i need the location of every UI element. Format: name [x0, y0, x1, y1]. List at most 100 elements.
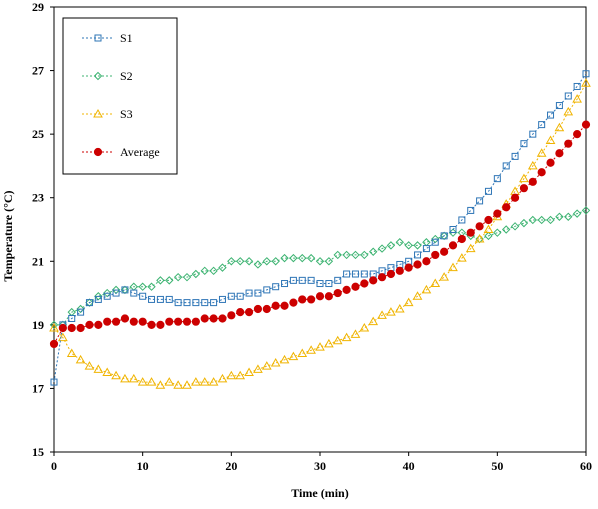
legend-marker-s3	[93, 108, 103, 118]
data-point-s2	[200, 266, 209, 276]
data-point-s2	[581, 206, 591, 215]
data-point-s1	[316, 280, 324, 288]
data-point-s1	[103, 292, 111, 300]
data-point-s3	[297, 348, 308, 357]
data-point-s1	[351, 270, 359, 278]
data-point-s2	[360, 250, 369, 260]
y-tick-label: 25	[32, 127, 44, 141]
data-point-average	[386, 269, 396, 279]
y-axis: 15 17 19 21 23 25 27 29	[32, 0, 54, 459]
data-point-s1	[50, 378, 58, 386]
data-point-average	[351, 282, 360, 291]
data-point-s3	[430, 278, 441, 288]
data-point-s2	[351, 250, 360, 260]
x-axis-title: Time (min)	[291, 486, 348, 500]
x-tick-label: 40	[403, 459, 415, 473]
data-point-s2	[298, 253, 307, 263]
legend-label: S1	[120, 31, 133, 45]
data-point-s1	[360, 270, 368, 278]
x-tick-label: 20	[225, 459, 237, 473]
data-point-s2	[209, 266, 218, 276]
data-point-average	[457, 234, 466, 244]
data-point-s2	[182, 272, 192, 282]
data-point-s2	[413, 241, 422, 250]
data-point-s3	[199, 377, 210, 386]
data-point-s2	[333, 250, 342, 260]
data-point-average	[298, 295, 307, 304]
data-point-average	[67, 323, 76, 333]
y-tick-label: 15	[32, 445, 44, 459]
data-point-s2	[377, 244, 387, 253]
data-point-s1	[77, 308, 85, 316]
data-point-average	[440, 247, 449, 256]
data-point-average	[85, 320, 94, 329]
data-point-s2	[76, 304, 85, 314]
data-point-average	[253, 304, 263, 314]
data-point-s2	[165, 276, 174, 285]
data-point-s2	[404, 241, 413, 250]
data-point-s2	[138, 282, 147, 291]
data-point-s1	[192, 299, 200, 307]
data-point-s3	[332, 335, 343, 345]
series-line-s2	[54, 209, 587, 326]
data-point-s3	[341, 332, 352, 342]
data-point-average	[58, 323, 67, 333]
data-point-s1	[165, 295, 173, 303]
data-point-s2	[271, 257, 280, 266]
data-point-s1	[174, 299, 182, 307]
data-point-s3	[581, 78, 591, 87]
data-point-s1	[148, 295, 156, 303]
data-point-s2	[546, 215, 555, 225]
data-point-s3	[483, 224, 494, 233]
data-point-s3	[306, 345, 316, 354]
data-point-average	[360, 279, 369, 288]
y-tick-label: 27	[32, 64, 44, 78]
data-point-s3	[439, 272, 449, 281]
data-point-average	[76, 323, 85, 333]
data-point-s1	[325, 280, 333, 288]
data-point-s1	[555, 102, 563, 110]
data-point-s1	[538, 121, 546, 129]
data-point-s1	[272, 283, 280, 291]
data-point-s1	[245, 289, 253, 297]
data-point-s1	[414, 251, 422, 259]
data-point-s2	[395, 238, 405, 247]
data-point-average	[174, 317, 183, 326]
data-point-average	[546, 158, 555, 167]
data-point-s1	[85, 299, 93, 307]
y-tick-label: 19	[32, 318, 44, 332]
data-point-average	[138, 317, 147, 326]
data-point-average	[218, 314, 227, 323]
data-point-average	[502, 203, 511, 212]
data-point-average	[307, 295, 316, 304]
data-point-s2	[537, 215, 546, 225]
data-point-s1	[210, 299, 218, 307]
data-point-s2	[102, 288, 112, 298]
data-point-average	[236, 308, 245, 317]
data-point-average	[129, 317, 138, 326]
data-point-s1	[218, 295, 226, 303]
data-point-s1	[511, 152, 519, 160]
data-point-s3	[448, 262, 458, 272]
data-point-s3	[572, 94, 582, 103]
data-point-average	[271, 301, 280, 310]
data-point-average	[519, 184, 529, 193]
data-point-average	[289, 298, 298, 307]
data-point-average	[165, 317, 174, 326]
data-point-s3	[208, 377, 219, 386]
data-point-s3	[191, 377, 201, 386]
data-point-s1	[484, 187, 492, 195]
data-point-s2	[315, 257, 325, 266]
data-point-s3	[173, 380, 183, 389]
data-point-s3	[386, 307, 396, 316]
series-line-s3	[53, 83, 587, 386]
legend-marker-s1	[94, 34, 102, 42]
data-point-s2	[235, 257, 245, 266]
data-point-s2	[519, 218, 529, 228]
x-tick-label: 50	[491, 459, 503, 473]
data-point-s3	[111, 370, 121, 380]
data-point-average	[103, 317, 112, 326]
y-axis-title: Temperature (°C)	[1, 190, 15, 281]
data-point-s3	[235, 370, 246, 380]
